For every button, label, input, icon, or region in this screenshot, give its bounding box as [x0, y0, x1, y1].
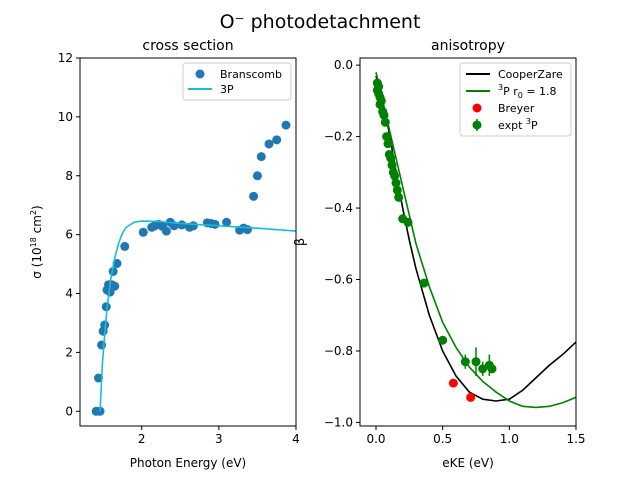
anisotropy-x-tick-label: 1.5 [566, 432, 585, 446]
cross-section-x-tick-label: 4 [292, 432, 300, 446]
cross-section-series-branscomb-point [249, 191, 259, 201]
anisotropy-x-tick-label: 0.5 [433, 432, 452, 446]
anisotropy-y-tick-label: −0.4 [324, 201, 353, 215]
cross-section-series-branscomb-point [177, 220, 187, 230]
anisotropy-series-expt-p-point [438, 335, 448, 345]
cross-section-series-branscomb-point [252, 171, 262, 181]
cross-section-series-branscomb-point [108, 266, 118, 276]
anisotropy-series-expt-p-point [380, 117, 390, 127]
cross-section-xlabel: Photon Energy (eV) [130, 456, 246, 470]
anisotropy-series-expt-p-point [383, 139, 393, 149]
cross-section-y-tick-label: 2 [65, 345, 73, 359]
cross-section-x-tick-label: 3 [215, 432, 223, 446]
cross-section-panel: cross section Photon Energy (eV) σ (1018… [29, 38, 300, 470]
cross-section-y-tick-label: 10 [58, 110, 73, 124]
cross-section-series-branscomb-point [210, 219, 220, 229]
legend-label-3p: 3P [220, 83, 234, 96]
legend-marker-expt [472, 120, 482, 130]
legend-label-breyer: Breyer [498, 102, 535, 115]
anisotropy-series-expt-p-point [394, 192, 404, 202]
anisotropy-series-expt-p-point [374, 82, 384, 92]
legend-marker-breyer [472, 103, 482, 113]
cross-section-series-branscomb-point [120, 241, 130, 251]
anisotropy-series-expt-p-point [487, 364, 497, 374]
anisotropy-y-tick-label: −1.0 [324, 415, 353, 429]
legend-box [459, 62, 572, 137]
cross-section-series-branscomb-point [188, 221, 198, 231]
cross-section-ylabel: σ (1018 cm2) [29, 205, 44, 278]
anisotropy-xlabel: eKE (eV) [442, 456, 494, 470]
anisotropy-series-expt-p-point [392, 185, 402, 195]
anisotropy-series-expt-p-point [471, 357, 481, 367]
anisotropy-series-expt-p-point [387, 160, 397, 170]
legend-label-branscomb: Branscomb [220, 68, 282, 81]
legend-marker-branscomb [195, 69, 205, 79]
cross-section-series-branscomb-point [138, 227, 148, 237]
anisotropy-x-tick-label: 0.0 [366, 432, 385, 446]
anisotropy-title: anisotropy [431, 38, 505, 54]
anisotropy-series-p-r-1-8-line [375, 72, 576, 409]
figure-suptitle: O⁻ photodetachment [220, 11, 421, 33]
cross-section-series-branscomb-point [101, 302, 111, 312]
anisotropy-series-breyer-point [448, 378, 458, 388]
cross-section-series-branscomb-point [242, 225, 252, 235]
cross-section-legend: Branscomb 3P [182, 62, 292, 101]
cross-section-y-tick-label: 6 [65, 228, 73, 242]
anisotropy-series-expt-p-point [403, 217, 413, 227]
anisotropy-series-expt-p-point [391, 178, 401, 188]
anisotropy-panel: anisotropy eKE (eV) β 0.0 0.5 1.0 1.5 0.0 −0.… [293, 38, 586, 470]
anisotropy-x-tick-label: 1.0 [500, 432, 519, 446]
cross-section-series-branscomb-point [281, 120, 291, 130]
legend-label-expt: expt 3P [498, 117, 538, 132]
anisotropy-y-tick-label: −0.8 [324, 344, 353, 358]
cross-section-series-branscomb-point [100, 320, 110, 330]
anisotropy-y-tick-label: −0.2 [324, 130, 353, 144]
cross-section-series-branscomb-point [272, 135, 282, 145]
legend-label-3p-r0: 3P r0 = 1.8 [498, 83, 557, 100]
cross-section-y-tick-label: 4 [65, 287, 73, 301]
cross-section-y-tick-label: 8 [65, 169, 73, 183]
anisotropy-legend: CooperZare 3P r0 = 1.8 Breyer expt 3P [459, 62, 572, 137]
cross-section-series-branscomb-point [95, 406, 105, 416]
anisotropy-series-expt-p-point [390, 171, 400, 181]
legend-label-cooperzare: CooperZare [498, 68, 563, 81]
anisotropy-series-expt-p-point [386, 153, 396, 163]
anisotropy-ylabel: β [293, 238, 308, 246]
anisotropy-axes-frame [359, 57, 577, 427]
anisotropy-plot-area [372, 72, 576, 409]
legend-box [182, 62, 292, 101]
cross-section-series-branscomb-point [161, 226, 171, 236]
cross-section-x-tick-label: 2 [138, 432, 146, 446]
cross-section-series-branscomb-point [94, 373, 104, 383]
anisotropy-series-expt-p-point [419, 278, 429, 288]
cross-section-plot-area [91, 120, 296, 416]
cross-section-series-branscomb-point [222, 217, 232, 227]
cross-section-axes-frame [79, 57, 297, 427]
cross-section-y-tick-label: 12 [58, 51, 73, 65]
anisotropy-series-expt-p-point [379, 110, 389, 120]
anisotropy-series-expt-p-point [382, 132, 392, 142]
anisotropy-y-tick-label: −0.6 [324, 273, 353, 287]
anisotropy-y-tick-label: 0.0 [334, 58, 353, 72]
anisotropy-series-expt-p-point [460, 357, 470, 367]
anisotropy-series-expt-p-point [376, 96, 386, 106]
cross-section-y-tick-label: 0 [65, 404, 73, 418]
cross-section-title: cross section [142, 38, 233, 54]
cross-section-series-branscomb-point [256, 152, 266, 162]
cross-section-series-branscomb-point [264, 139, 274, 149]
anisotropy-series-breyer-point [466, 392, 476, 402]
anisotropy-series-expt-p-point [478, 364, 488, 374]
cross-section-series-3p-line [99, 220, 296, 412]
cross-section-series-branscomb-point [110, 281, 120, 291]
